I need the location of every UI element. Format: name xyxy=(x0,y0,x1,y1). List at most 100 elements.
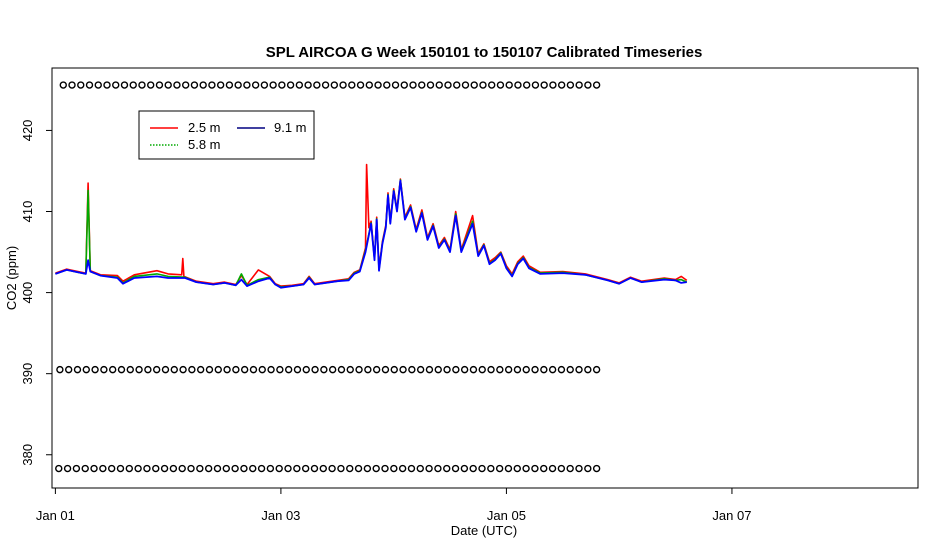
y-axis-label: CO2 (ppm) xyxy=(4,246,19,310)
flag-marker xyxy=(320,365,328,374)
flag-marker xyxy=(284,464,292,473)
x-tick-label-3: Jan 07 xyxy=(712,508,751,523)
flag-marker xyxy=(311,365,319,374)
flag-marker xyxy=(549,81,557,89)
flag-marker xyxy=(575,81,583,89)
flag-marker xyxy=(390,464,398,473)
flag-marker xyxy=(231,464,239,473)
flag-marker xyxy=(302,365,310,374)
flag-marker xyxy=(103,81,111,89)
flag-marker xyxy=(257,464,266,473)
flag-marker xyxy=(531,464,539,473)
flag-marker xyxy=(451,464,460,473)
flag-marker xyxy=(160,464,169,473)
flag-marker xyxy=(469,464,477,473)
flag-marker xyxy=(584,365,592,374)
flag-marker xyxy=(548,464,557,473)
flag-marker xyxy=(531,81,540,89)
flag-marker xyxy=(416,365,425,374)
flag-marker xyxy=(225,81,234,89)
flag-marker xyxy=(143,464,151,473)
flag-marker xyxy=(504,464,513,473)
flag-marker xyxy=(328,365,337,374)
flag-marker xyxy=(278,81,286,89)
flag-marker xyxy=(68,81,76,89)
legend-box xyxy=(138,110,315,160)
flag-marker xyxy=(381,464,389,473)
flag-marker xyxy=(213,464,222,473)
y-tick-label-3: 410 xyxy=(20,201,35,223)
flag-marker xyxy=(196,464,204,473)
flag-marker xyxy=(348,81,356,89)
flag-marker xyxy=(275,464,283,473)
flag-marker xyxy=(337,464,345,473)
flag-marker xyxy=(452,365,460,374)
flag-marker xyxy=(566,365,574,374)
flag-marker-row-2 xyxy=(55,464,601,473)
y-tick-label-4: 420 xyxy=(20,120,35,142)
flag-marker xyxy=(107,464,116,473)
axes: Jan 01 Jan 03 Jan 05 Jan 07 380 390 400 410 420 xyxy=(20,120,751,523)
flag-marker xyxy=(346,365,354,374)
flag-marker xyxy=(540,464,548,473)
flag-marker xyxy=(56,365,64,374)
flag-marker xyxy=(540,365,548,374)
flag-marker xyxy=(240,464,248,473)
flag-marker xyxy=(164,81,172,89)
flag-marker xyxy=(112,81,120,89)
flag-marker xyxy=(398,464,407,473)
flag-marker xyxy=(199,81,207,89)
flag-marker xyxy=(513,365,522,374)
flag-marker xyxy=(425,365,434,374)
flag-marker xyxy=(435,81,443,89)
flag-marker xyxy=(514,81,522,89)
flag-marker xyxy=(243,81,251,89)
plot-frame xyxy=(51,67,919,489)
flag-marker xyxy=(147,81,155,89)
flag-marker xyxy=(125,464,134,473)
flag-marker xyxy=(557,365,566,374)
flag-marker xyxy=(59,81,67,89)
flag-marker xyxy=(372,365,381,374)
flag-marker xyxy=(99,464,107,473)
flag-marker xyxy=(144,365,152,374)
flag-marker xyxy=(540,81,548,89)
flag-marker xyxy=(155,81,164,89)
flag-marker xyxy=(592,464,601,473)
flag-marker xyxy=(267,365,275,374)
flag-marker xyxy=(584,81,592,89)
flag-marker xyxy=(374,81,382,89)
flag-marker xyxy=(383,81,391,89)
flag-marker xyxy=(487,464,495,473)
flag-marker xyxy=(214,365,222,374)
flag-marker xyxy=(295,81,304,89)
flag-marker xyxy=(94,81,102,89)
x-tick-label-1: Jan 03 xyxy=(261,508,300,523)
flag-marker xyxy=(354,464,363,473)
flag-marker xyxy=(443,365,451,374)
flag-marker xyxy=(208,81,216,89)
flag-marker xyxy=(434,464,442,473)
flag-marker xyxy=(365,81,374,89)
flag-marker xyxy=(355,365,363,374)
flag-marker xyxy=(310,464,319,473)
y-tick-label-0: 380 xyxy=(20,444,35,466)
flag-marker xyxy=(64,365,73,374)
flag-marker xyxy=(190,81,199,89)
flag-marker xyxy=(505,81,513,89)
flag-marker xyxy=(461,81,470,89)
flag-marker xyxy=(470,81,478,89)
flag-marker xyxy=(418,81,426,89)
flag-marker xyxy=(364,365,372,374)
flag-marker xyxy=(63,464,72,473)
flag-marker xyxy=(204,464,213,473)
flag-marker xyxy=(91,365,99,374)
flag-marker xyxy=(173,81,181,89)
flag-marker xyxy=(566,464,574,473)
flag-marker xyxy=(337,365,346,374)
flag-marker xyxy=(269,81,277,89)
flag-marker xyxy=(425,464,433,473)
flag-marker xyxy=(522,464,530,473)
flag-marker xyxy=(249,365,258,374)
flag-marker xyxy=(72,464,81,473)
